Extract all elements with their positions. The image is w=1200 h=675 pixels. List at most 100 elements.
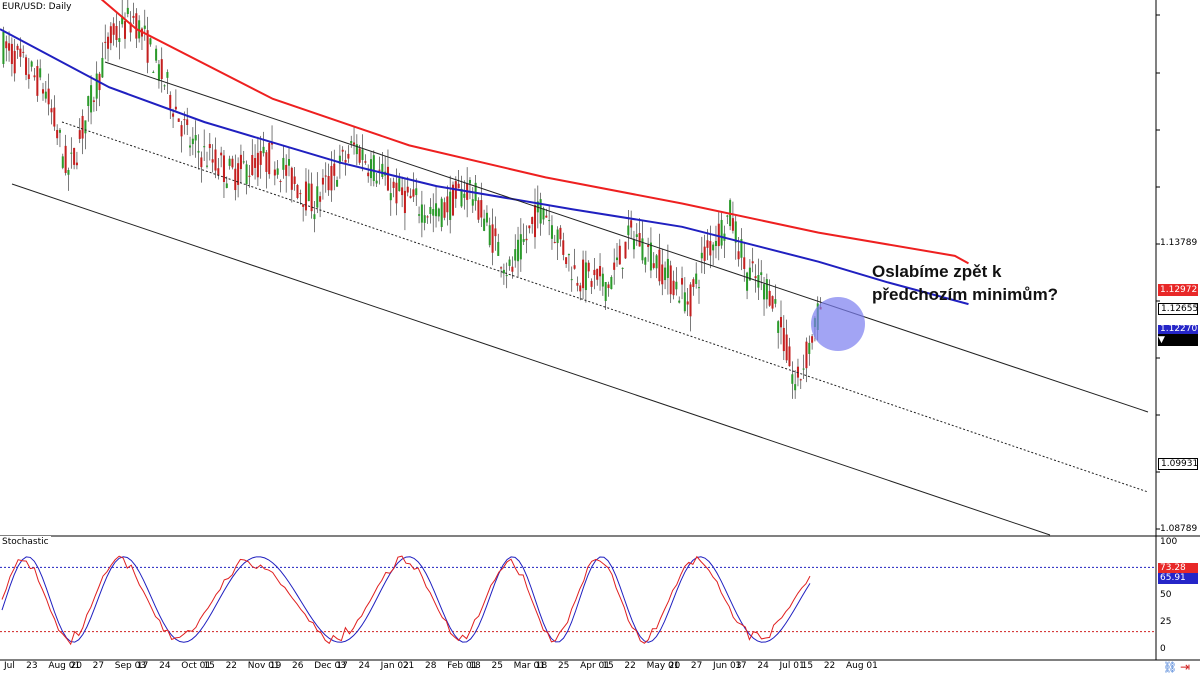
candle-body	[217, 168, 220, 176]
candle-body	[41, 89, 45, 94]
price-tick-1: 1.13789	[1160, 238, 1198, 248]
candle-body	[304, 181, 307, 211]
candle-body	[16, 45, 19, 50]
candle-body	[254, 158, 257, 168]
candle-body	[262, 146, 265, 154]
time-tick-label: 28	[425, 661, 437, 671]
arrow-right-icon[interactable]: ⇥	[1180, 660, 1191, 674]
candle-body	[599, 266, 602, 277]
candle-body	[649, 242, 652, 271]
candle-body	[440, 198, 443, 228]
time-tick-label: 24	[757, 661, 769, 671]
candle-body	[19, 48, 22, 57]
candle-body	[287, 159, 291, 166]
candle-body	[661, 264, 664, 285]
candle-body	[406, 186, 409, 193]
candle-body	[378, 169, 381, 171]
candle-body	[734, 221, 737, 243]
candle-body	[432, 208, 435, 216]
candle-body	[109, 26, 112, 44]
stoch-tick-100: 100	[1160, 537, 1178, 547]
candle-body	[426, 216, 429, 218]
time-tick-label: 17	[336, 661, 348, 671]
candle-body	[268, 142, 271, 175]
ma100-line	[0, 28, 969, 306]
candle-body	[172, 113, 175, 117]
candle-body	[293, 176, 296, 184]
time-tick-label: 19	[269, 661, 282, 671]
candle-body	[525, 238, 528, 241]
candle-body	[364, 161, 367, 163]
candle-body	[805, 341, 808, 369]
candle-body	[717, 223, 720, 247]
candle-body	[519, 234, 522, 260]
candle-body	[802, 368, 805, 370]
candle-body	[511, 266, 514, 272]
candle-body	[58, 129, 61, 133]
candle-body	[152, 71, 155, 73]
candle-body	[505, 275, 508, 277]
down-arrow-icon: ▼	[1158, 335, 1165, 345]
candle-body	[174, 106, 177, 110]
candle-body	[25, 57, 28, 75]
candle-body	[695, 273, 698, 284]
time-tick-label: 27	[690, 661, 703, 671]
candle-body	[562, 240, 565, 255]
candle-body	[709, 241, 712, 256]
candle-body	[463, 193, 466, 198]
time-tick-label: 18	[469, 661, 481, 671]
candle-body	[129, 22, 132, 33]
candle-body	[553, 241, 556, 243]
annotation-line-1: Oslabíme zpět k	[872, 262, 1002, 281]
candle-body	[389, 193, 392, 201]
candle-body	[381, 163, 384, 177]
time-tick-label: Jan 02	[380, 661, 409, 671]
candle-body	[471, 199, 474, 206]
candle-body	[87, 96, 90, 106]
candle-body	[542, 208, 545, 220]
candle-body	[177, 118, 180, 122]
candle-body	[27, 74, 30, 80]
candle-body	[740, 239, 743, 258]
candle-body	[403, 190, 406, 214]
candle-body	[271, 142, 274, 145]
candle-body	[613, 262, 616, 270]
candle-body	[596, 268, 599, 280]
candle-body	[763, 284, 766, 300]
candle-body	[700, 252, 703, 259]
candle-body	[689, 284, 692, 317]
stoch-d-tag: 65.91	[1158, 573, 1198, 584]
candle-body	[369, 159, 373, 179]
stoch-k-tag: 73.28	[1158, 563, 1198, 573]
candle-body	[228, 158, 231, 166]
candle-body	[644, 257, 647, 265]
candle-body	[726, 215, 729, 217]
candle-body	[341, 149, 344, 152]
candle-body	[225, 183, 228, 188]
candle-body	[451, 184, 455, 216]
time-tick-label: 24	[358, 661, 370, 671]
candle-body	[567, 254, 570, 256]
candle-body	[237, 163, 240, 185]
candle-body	[768, 290, 771, 306]
candle-body	[157, 64, 160, 81]
indicator-title: Stochastic	[0, 536, 51, 548]
link-icon[interactable]: ⛓	[1163, 661, 1177, 674]
candle-body	[36, 66, 39, 96]
candle-body	[358, 148, 361, 163]
candle-body	[307, 183, 310, 202]
candle-body	[248, 175, 251, 177]
candle-body	[550, 225, 553, 239]
candle-body	[420, 204, 423, 223]
candle-body	[189, 145, 192, 148]
candle-body	[799, 379, 802, 381]
time-tick-label: 15	[602, 661, 614, 671]
annotation-line-2: předchozím minimům?	[872, 285, 1059, 304]
stoch-d-line	[1, 556, 811, 643]
candle-body	[70, 152, 73, 154]
candle-body	[576, 282, 579, 286]
candle-body	[590, 280, 593, 287]
candle-body	[785, 334, 788, 361]
